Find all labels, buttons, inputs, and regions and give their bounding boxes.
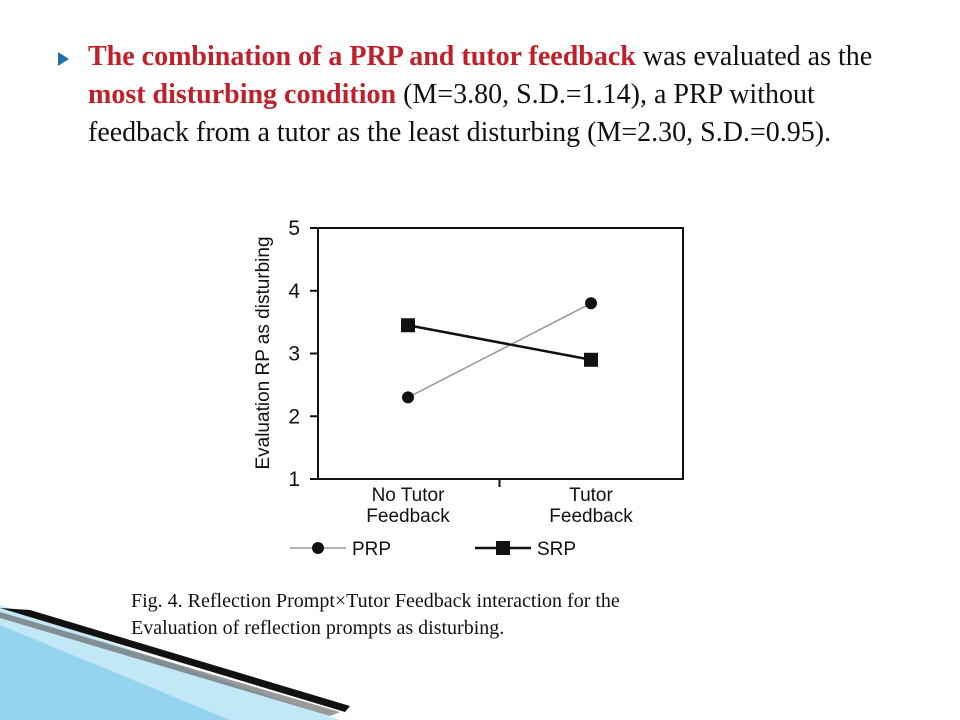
data-point-prp xyxy=(585,297,597,310)
y-axis-label: Evaluation RP as disturbing xyxy=(253,236,274,469)
y-tick-label: 1 xyxy=(288,468,300,491)
legend-marker-prp xyxy=(312,542,324,554)
legend-label-prp: PRP xyxy=(352,539,391,560)
x-tick-label: Tutor xyxy=(569,485,613,506)
highlight-most-disturbing: most disturbing condition xyxy=(88,79,397,110)
data-point-srp xyxy=(401,318,415,333)
bullet-text: The combination of a PRP and tutor feedb… xyxy=(88,38,918,152)
y-tick-label: 4 xyxy=(288,280,300,303)
legend-marker-srp xyxy=(496,541,510,555)
series-line-srp xyxy=(407,324,592,362)
caption-line-2: Evaluation of reflection prompts as dist… xyxy=(131,617,505,639)
series-line-prp xyxy=(407,302,592,399)
legend-label-srp: SRP xyxy=(537,539,576,560)
x-tick-label: No Tutor xyxy=(372,485,446,506)
plot-frame xyxy=(317,227,684,480)
x-tick-label: Feedback xyxy=(549,506,633,527)
bullet-text-part4: (M=3.80, S.D.=1.14), a PRP without feedb… xyxy=(88,79,832,148)
data-point-srp xyxy=(584,352,598,367)
data-point-prp xyxy=(402,391,414,404)
bullet-text-part2: was evaluated as the xyxy=(635,41,873,72)
y-tick-label: 3 xyxy=(288,343,300,366)
caption-line-1: Fig. 4. Reflection Prompt×Tutor Feedback… xyxy=(131,590,620,612)
figure-caption: Fig. 4. Reflection Prompt×Tutor Feedback… xyxy=(131,588,851,642)
x-tick-label: Feedback xyxy=(366,506,450,527)
y-tick-label: 2 xyxy=(288,405,300,428)
triangle-bullet-icon xyxy=(58,52,69,66)
y-tick-label: 5 xyxy=(288,217,300,240)
highlight-combination: The combination of a PRP and tutor feedb… xyxy=(88,41,636,72)
bullet-point: The combination of a PRP and tutor feedb… xyxy=(58,38,918,152)
